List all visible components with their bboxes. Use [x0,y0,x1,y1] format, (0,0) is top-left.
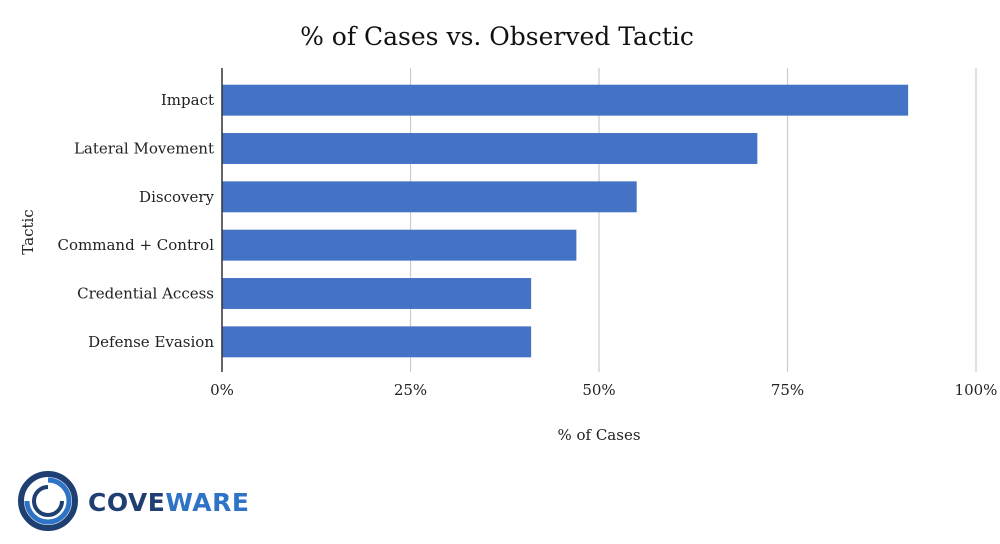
category-label: Lateral Movement [74,140,214,158]
logo-text-cove: COVE [88,488,165,517]
bar [222,181,637,213]
bar [222,84,909,116]
category-label: Impact [161,91,214,109]
category-labels: Impact Lateral Movement Discovery Command +… [58,91,215,351]
logo-text-ware: WARE [165,488,249,517]
bar [222,278,532,309]
x-tick-label: 50% [582,381,615,399]
bar [222,326,532,358]
coveware-logo: COVEWARE [18,471,250,531]
category-label: Command + Control [58,236,215,254]
x-tick-label: 100% [955,381,998,399]
svg-text:COVEWARE: COVEWARE [88,488,250,517]
bars [222,84,909,358]
y-axis-title: Tactic [19,209,37,254]
bar [222,229,577,261]
x-tick-labels: 0% 25% 50% 75% 100% [210,381,997,399]
bar [222,133,758,164]
gridlines [409,68,977,372]
x-axis-title: % of Cases [557,426,640,444]
x-tick-label: 25% [394,381,427,399]
chart-title: % of Cases vs. Observed Tactic [300,22,694,51]
x-tick-label: 0% [210,381,234,399]
category-label: Credential Access [77,285,214,303]
category-label: Defense Evasion [88,333,214,351]
logo-emblem-icon [18,471,78,531]
category-label: Discovery [139,188,214,206]
x-tick-label: 75% [771,381,804,399]
